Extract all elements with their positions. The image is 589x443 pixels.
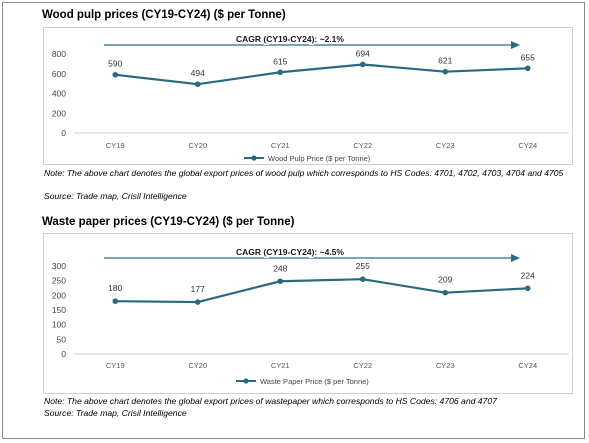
x-tick-label: CY24 [518,141,537,150]
x-tick-label: CY20 [188,141,207,150]
x-tick-label: CY21 [271,361,290,370]
data-point [359,61,366,68]
data-label: 621 [438,56,452,66]
x-tick-label: CY19 [106,361,125,370]
y-tick-label: 100 [52,320,66,330]
y-tick-label: 200 [52,290,66,300]
wood-pulp-source: Source: Trade map, Crisil Intelligence [44,191,187,201]
report-frame [2,2,585,439]
data-label: 180 [108,283,122,293]
y-tick-label: 50 [57,334,67,344]
waste-paper-source: Source: Trade map, Crisil Intelligence [44,408,187,418]
x-tick-label: CY22 [353,361,372,370]
data-label: 590 [108,59,122,69]
legend-label: Wood Pulp Price ($ per Tonne) [268,154,371,163]
data-point [194,299,201,305]
chart-title-wood-pulp: Wood pulp prices (CY19-CY24) ($ per Tonn… [42,9,286,21]
wood-pulp-chart: 0 200 400 600 800 CY19 CY20 CY21 CY22 CY23 CY24 CAG… [52,33,569,163]
x-tick-label: CY19 [106,141,125,150]
waste-paper-chart-area: 0 50 100 150 200 250 300 CY19 CY20 CY21 CY22 CY23 CY… [43,233,573,394]
x-tick-label: CY21 [271,141,290,150]
cagr-arrowhead [511,41,520,49]
y-tick-label: 250 [52,276,66,286]
waste-paper-note: Note: The above chart denotes the global… [44,396,497,406]
x-tick-label: CY22 [353,141,372,150]
chart-title-waste-paper: Waste paper prices (CY19-CY24) ($ per To… [42,216,295,228]
series-line [115,63,528,86]
data-point [524,285,531,292]
y-tick-label: 150 [52,305,66,315]
data-label: 494 [191,68,205,78]
legend-label: Waste Paper Price ($ per Tonne) [260,377,369,386]
series-line [115,278,528,304]
data-label: 255 [356,261,370,271]
wood-pulp-chart-area: 0 200 400 600 800 CY19 CY20 CY21 CY22 CY23 CY24 CAG… [43,27,573,165]
y-tick-label: 400 [52,89,66,99]
data-label: 655 [521,52,535,62]
legend-swatch-marker [243,378,249,384]
data-label: 694 [356,48,370,58]
data-label: 177 [191,284,205,294]
data-label: 224 [521,270,535,280]
data-point [112,71,119,78]
y-tick-label: 300 [52,261,66,271]
y-tick-label: 800 [52,49,66,59]
data-point [277,69,284,76]
legend-swatch-marker [251,155,257,161]
cagr-label: CAGR (CY19-CY24): ~2.1% [236,34,344,44]
data-point [524,65,531,72]
data-label: 209 [438,275,452,285]
cagr-arrowhead [511,254,520,262]
y-tick-label: 600 [52,69,66,79]
cagr-label: CAGR (CY19-CY24): ~4.5% [236,247,344,257]
data-point [442,289,449,296]
y-tick-label: 0 [61,349,66,359]
data-point [112,298,119,304]
waste-paper-chart: 0 50 100 150 200 250 300 CY19 CY20 CY21 CY22 CY23 CY… [52,246,569,386]
data-label: 615 [273,56,287,66]
data-point [194,81,201,88]
y-tick-label: 200 [52,108,66,118]
x-tick-label: CY23 [436,141,455,150]
x-tick-label: CY24 [518,361,537,370]
x-tick-label: CY23 [436,361,455,370]
x-tick-label: CY20 [188,361,207,370]
wood-pulp-note: Note: The above chart denotes the global… [44,168,564,178]
data-point [359,276,366,282]
data-point [277,278,284,285]
data-point [442,68,449,75]
y-tick-label: 0 [61,128,66,138]
data-label: 248 [273,263,287,273]
